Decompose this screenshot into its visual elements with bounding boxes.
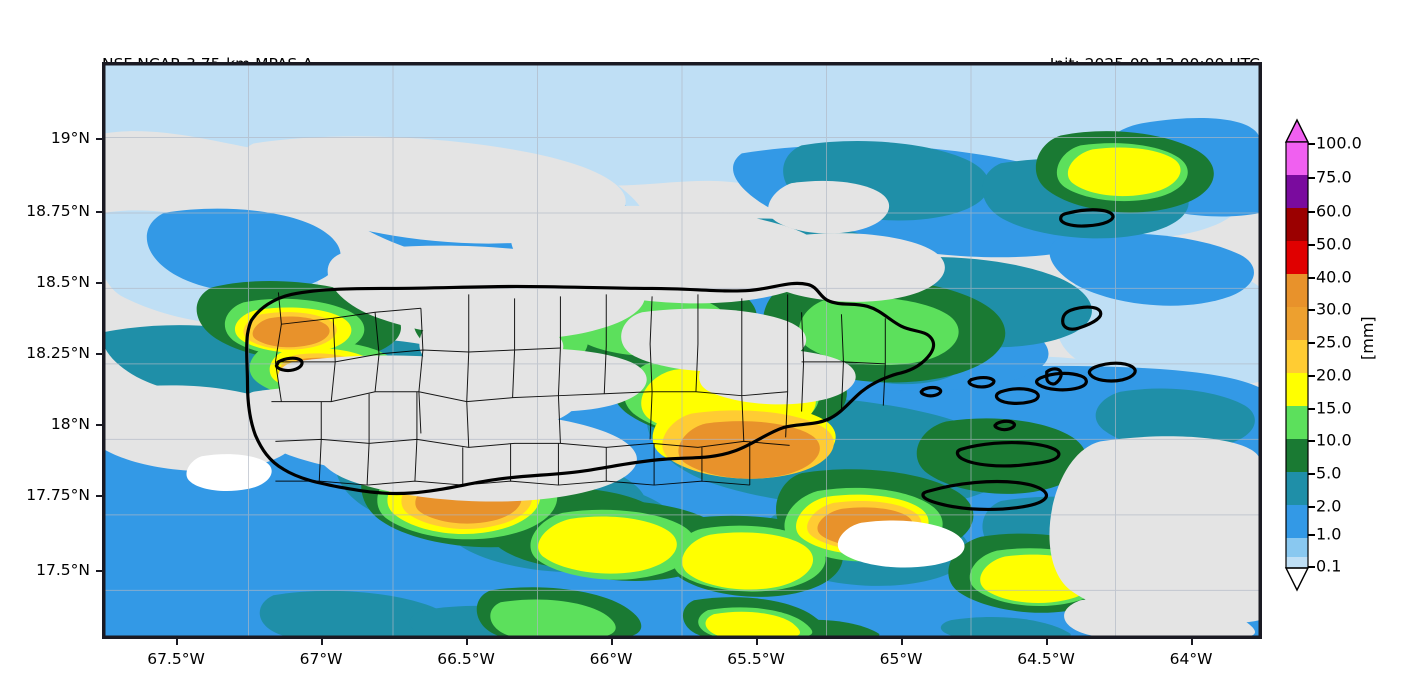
colorbar-label-0p1: 0.1: [1316, 556, 1342, 576]
colorbar-label-60: 60.0: [1316, 201, 1352, 221]
y-tick-label-3: 18.25°N: [26, 344, 90, 362]
precipitation-contour-map: [104, 64, 1260, 637]
y-tickmark: [96, 138, 102, 140]
x-tick-label-2: 66.5°W: [437, 650, 495, 668]
colorbar-unit-label: [mm]: [1358, 316, 1377, 360]
colorbar-tickmark: [1308, 506, 1315, 508]
x-tick-label-5: 65°W: [879, 650, 923, 668]
y-tickmark: [96, 282, 102, 284]
colorbar-tickmark: [1308, 211, 1315, 213]
colorbar-label-20: 20.0: [1316, 365, 1352, 385]
colorbar-label-10: 10.0: [1316, 430, 1352, 450]
x-tick-label-3: 66°W: [589, 650, 633, 668]
colorbar-tickmark: [1308, 534, 1315, 536]
x-tickmark: [321, 639, 323, 645]
puerto-rico-coastline: [245, 208, 1137, 511]
colorbar-label-50: 50.0: [1316, 234, 1352, 254]
land-low-precip-mask: [240, 308, 856, 502]
y-tick-label-2: 18.5°N: [36, 273, 90, 291]
y-tickmark: [96, 353, 102, 355]
colorbar-label-100: 100.0: [1316, 133, 1362, 153]
colorbar[interactable]: [1284, 118, 1310, 592]
x-tickmark: [611, 639, 613, 645]
municipality-borders: [271, 292, 886, 486]
y-tick-label-1: 18.75°N: [26, 202, 90, 220]
colorbar-tickmark: [1308, 375, 1315, 377]
colorbar-tickmark: [1308, 408, 1315, 410]
colorbar-label-1: 1.0: [1316, 524, 1342, 544]
colorbar-tickmark: [1308, 309, 1315, 311]
colorbar-tickmark: [1308, 342, 1315, 344]
x-tickmark: [756, 639, 758, 645]
colorbar-label-2: 2.0: [1316, 496, 1342, 516]
x-tickmark: [1191, 639, 1193, 645]
map-plot-area[interactable]: [102, 62, 1262, 639]
colorbar-label-40: 40.0: [1316, 267, 1352, 287]
y-tick-label-6: 17.5°N: [36, 561, 90, 579]
x-tickmark: [176, 639, 178, 645]
colorbar-label-5: 5.0: [1316, 463, 1342, 483]
x-tick-label-4: 65.5°W: [727, 650, 785, 668]
colorbar-tickmark: [1308, 473, 1315, 475]
contour-band-below-1: [104, 136, 1260, 637]
colorbar-label-75: 75.0: [1316, 167, 1352, 187]
x-tickmark: [901, 639, 903, 645]
x-tick-label-6: 64.5°W: [1017, 650, 1075, 668]
contour-band-min: [186, 454, 965, 568]
colorbar-tickmark: [1308, 177, 1315, 179]
y-tick-label-5: 17.75°N: [26, 486, 90, 504]
colorbar-label-15: 15.0: [1316, 398, 1352, 418]
x-tick-label-0: 67.5°W: [147, 650, 205, 668]
y-tickmark: [96, 211, 102, 213]
y-tickmark: [96, 424, 102, 426]
colorbar-gradient: [1284, 118, 1310, 592]
colorbar-tickmark: [1308, 244, 1315, 246]
colorbar-tickmark: [1308, 143, 1315, 145]
y-tick-label-0: 19°N: [50, 129, 90, 147]
y-tick-label-4: 18°N: [50, 415, 90, 433]
x-tick-label-7: 64°W: [1169, 650, 1213, 668]
colorbar-label-30: 30.0: [1316, 299, 1352, 319]
x-tickmark: [1046, 639, 1048, 645]
x-tick-label-1: 67°W: [299, 650, 343, 668]
x-tickmark: [466, 639, 468, 645]
colorbar-tickmark: [1308, 440, 1315, 442]
colorbar-tickmark: [1308, 566, 1315, 568]
map-gridlines: [104, 64, 1260, 637]
colorbar-tickmark: [1308, 277, 1315, 279]
y-tickmark: [96, 495, 102, 497]
y-tickmark: [96, 570, 102, 572]
colorbar-label-25: 25.0: [1316, 332, 1352, 352]
